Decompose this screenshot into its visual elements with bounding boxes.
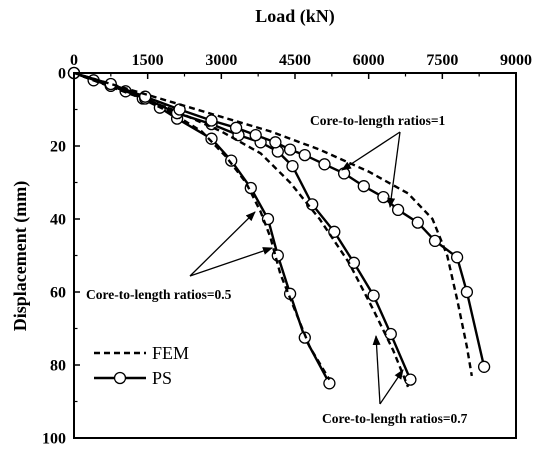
series-ps-ratio-07-point <box>367 289 380 302</box>
series-ps-ratio-1-point <box>337 167 351 180</box>
series-ps-ratio-05-line <box>73 71 331 384</box>
annotation-ratio-1-arrow <box>387 131 401 208</box>
series-ps-ratio-07-point <box>384 327 397 341</box>
series-ps-ratio-1-point <box>269 136 282 149</box>
legend-ps-marker <box>113 371 127 385</box>
y-tick-label: 80 <box>50 358 66 375</box>
legend-fem-label: FEM <box>152 343 189 363</box>
series-fem-ratio-05-line <box>73 71 331 381</box>
series-ps-ratio-1-point <box>205 114 218 127</box>
series-ps-ratio-1-point <box>229 121 243 134</box>
series-ps-ratio-1-point <box>298 148 311 162</box>
series-ps-ratio-07-point <box>286 159 299 173</box>
annotation-ratio-07-label: Core-to-length ratios=0.7 <box>322 411 468 426</box>
series-ps-ratio-07-point <box>328 225 341 238</box>
legend-ps-label: PS <box>152 368 172 388</box>
series-ps-ratio-1-point <box>357 180 370 193</box>
series-ps-ratio-05-point <box>225 154 238 167</box>
annotation-ratio-1-label: Core-to-length ratios=1 <box>310 113 446 128</box>
x-tick-label: 9000 <box>500 52 532 69</box>
x-tick-label: 1500 <box>132 52 164 69</box>
x-tick-label: 0 <box>70 52 78 69</box>
y-tick-label: 20 <box>50 139 66 156</box>
series-ps-ratio-1-point <box>477 360 491 373</box>
series-fem-ratio-1-line <box>73 71 473 377</box>
y-tick-label: 40 <box>50 212 66 229</box>
series-ps-ratio-1-point <box>391 203 405 217</box>
annotation-ratio-05-arrow <box>189 211 256 277</box>
annotation-ratio-07: Core-to-length ratios=0.7 <box>322 335 468 426</box>
series-ps-ratio-05-point <box>205 132 218 145</box>
series-layer <box>67 66 491 390</box>
x-axis-ticks: 0 1500 3000 4500 6000 7500 9000 <box>70 52 532 79</box>
x-tick-label: 6000 <box>353 52 385 69</box>
series-fem-ratio-07-line <box>73 71 410 388</box>
series-ps-ratio-1-point <box>318 158 331 171</box>
annotation-ratio-1: Core-to-length ratios=1 <box>310 113 446 208</box>
plot-frame <box>73 72 517 439</box>
series-ps-ratio-1-point <box>377 190 390 204</box>
x-tick-label: 7500 <box>426 52 458 69</box>
series-ps-ratio-1-point <box>450 251 464 264</box>
x-tick-label: 3000 <box>205 52 237 69</box>
y-tick-label: 60 <box>50 285 66 302</box>
annotation-ratio-05-label: Core-to-length ratios=0.5 <box>86 287 232 302</box>
annotation-ratio-07-arrow <box>372 335 381 405</box>
series-ps-ratio-1-point <box>104 77 117 91</box>
annotation-ratio-07-arrow <box>379 369 404 405</box>
series-ps-ratio-07-point <box>404 373 417 386</box>
y-axis-title: Displacement (mm) <box>10 181 31 331</box>
x-axis-title: Load (kN) <box>255 6 335 27</box>
series-ps-ratio-1-point <box>460 285 474 299</box>
y-tick-label: 0 <box>58 66 66 83</box>
series-ps-ratio-1-point <box>411 216 424 229</box>
series-ps-ratio-1-point <box>249 128 262 142</box>
annotation-ratio-05-arrow <box>189 247 273 277</box>
annotation-ratio-05: Core-to-length ratios=0.5 <box>86 211 273 302</box>
annotation-ratio-1-arrow <box>341 131 401 171</box>
series-ps-ratio-1-point <box>283 143 297 156</box>
x-tick-label: 4500 <box>279 52 311 69</box>
legend: FEM PS <box>94 343 189 388</box>
y-tick-label: 100 <box>42 431 66 448</box>
